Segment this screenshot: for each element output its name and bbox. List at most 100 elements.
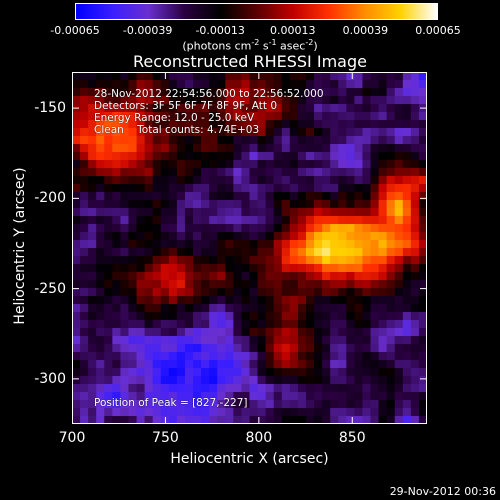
heatmap-cell: [289, 392, 299, 401]
heatmap-cell: [241, 352, 251, 361]
heatmap-cell: [281, 304, 291, 313]
heatmap-cell: [72, 336, 81, 345]
heatmap-cell: [241, 200, 251, 209]
heatmap-cell: [112, 240, 122, 249]
y-tick-label: -300: [34, 370, 66, 387]
heatmap-cell: [378, 288, 388, 297]
heatmap-cell: [112, 200, 122, 209]
heatmap-cell: [249, 392, 259, 401]
heatmap-cell: [281, 184, 291, 193]
heatmap-cell: [193, 120, 202, 129]
heatmap-cell: [72, 216, 81, 225]
heatmap-cell: [362, 184, 372, 193]
heatmap-cell: [201, 392, 210, 401]
heatmap-cell: [297, 208, 307, 217]
heatmap-cell: [249, 256, 259, 265]
heatmap-cell: [314, 208, 323, 217]
heatmap-cell: [354, 304, 364, 313]
heatmap-cell: [362, 400, 372, 409]
heatmap-cell: [201, 272, 210, 281]
heatmap-cell: [144, 88, 154, 97]
heatmap-cell: [370, 96, 380, 105]
heatmap-cell: [402, 368, 412, 377]
heatmap-cell: [386, 136, 396, 145]
heatmap-cell: [370, 72, 380, 81]
heatmap-cell: [257, 400, 267, 409]
heatmap-cell: [72, 376, 81, 385]
heatmap-cell: [330, 408, 339, 417]
heatmap-cell: [112, 272, 122, 281]
heatmap-cell: [249, 336, 259, 345]
heatmap-cell: [314, 224, 323, 233]
heatmap-cell: [225, 232, 234, 241]
heatmap-cell: [289, 200, 299, 209]
x-tick-label: 700: [58, 430, 86, 446]
heatmap-cell: [338, 192, 347, 201]
heatmap-cell: [402, 264, 412, 273]
heatmap-cell: [265, 360, 275, 369]
heatmap-cell: [418, 368, 427, 377]
heatmap-cell: [72, 304, 81, 313]
heatmap-cell: [346, 96, 355, 105]
heatmap-cell: [265, 376, 275, 385]
heatmap-cell: [338, 416, 347, 424]
heatmap-cell: [394, 224, 404, 233]
heatmap-cell: [265, 232, 275, 241]
heatmap-cell: [225, 248, 234, 257]
heatmap-cell: [225, 296, 234, 305]
heatmap-cell: [305, 280, 315, 289]
heatmap-cell: [225, 72, 234, 81]
heatmap-cell: [209, 160, 218, 169]
heatmap-cell: [72, 168, 81, 177]
heatmap-cell: [378, 304, 388, 313]
heatmap-cell: [128, 336, 138, 345]
heatmap-cell: [112, 336, 122, 345]
heatmap-cell: [297, 136, 307, 145]
heatmap-cell: [314, 88, 323, 97]
heatmap-cell: [168, 288, 178, 297]
heatmap-cell: [96, 176, 105, 185]
heatmap-cell: [152, 168, 162, 177]
heatmap-cell: [96, 152, 105, 161]
heatmap-cell: [225, 336, 234, 345]
heatmap-cell: [249, 136, 259, 145]
heatmap-cell: [136, 320, 146, 329]
heatmap-cell: [160, 120, 170, 129]
heatmap-cell: [354, 120, 364, 129]
heatmap-cell: [152, 160, 162, 169]
heatmap-cell: [362, 360, 372, 369]
heatmap-cell: [305, 304, 315, 313]
heatmap-cell: [394, 288, 404, 297]
heatmap-cell: [305, 208, 315, 217]
heatmap-cell: [249, 200, 259, 209]
heatmap-cell: [402, 360, 412, 369]
heatmap-cell: [330, 360, 339, 369]
heatmap-cell: [249, 184, 259, 193]
heatmap-cell: [322, 192, 331, 201]
annotation-counts: Clean Total counts: 4.74E+03: [94, 124, 260, 136]
heatmap-cell: [152, 120, 162, 129]
heatmap-cell: [281, 152, 291, 161]
heatmap-cell: [249, 384, 259, 393]
heatmap-cell: [104, 288, 113, 297]
heatmap-cell: [184, 376, 194, 385]
heatmap-cell: [314, 408, 323, 417]
heatmap-cell: [354, 72, 364, 81]
heatmap-cell: [233, 320, 243, 329]
x-tick-label: 750: [152, 430, 179, 446]
heatmap-cell: [128, 224, 138, 233]
heatmap-cell: [314, 392, 323, 401]
heatmap-cell: [104, 232, 113, 241]
heatmap-cell: [418, 416, 427, 424]
heatmap-cell: [241, 128, 251, 137]
heatmap-cell: [80, 240, 89, 249]
heatmap-cell: [410, 272, 420, 281]
heatmap-cell: [168, 176, 178, 185]
heatmap-cell: [80, 176, 89, 185]
heatmap-cell: [370, 208, 380, 217]
heatmap-cell: [346, 216, 355, 225]
heatmap-cell: [201, 232, 210, 241]
heatmap-cell: [88, 160, 97, 169]
heatmap-cell: [241, 248, 251, 257]
heatmap-cell: [281, 264, 291, 273]
